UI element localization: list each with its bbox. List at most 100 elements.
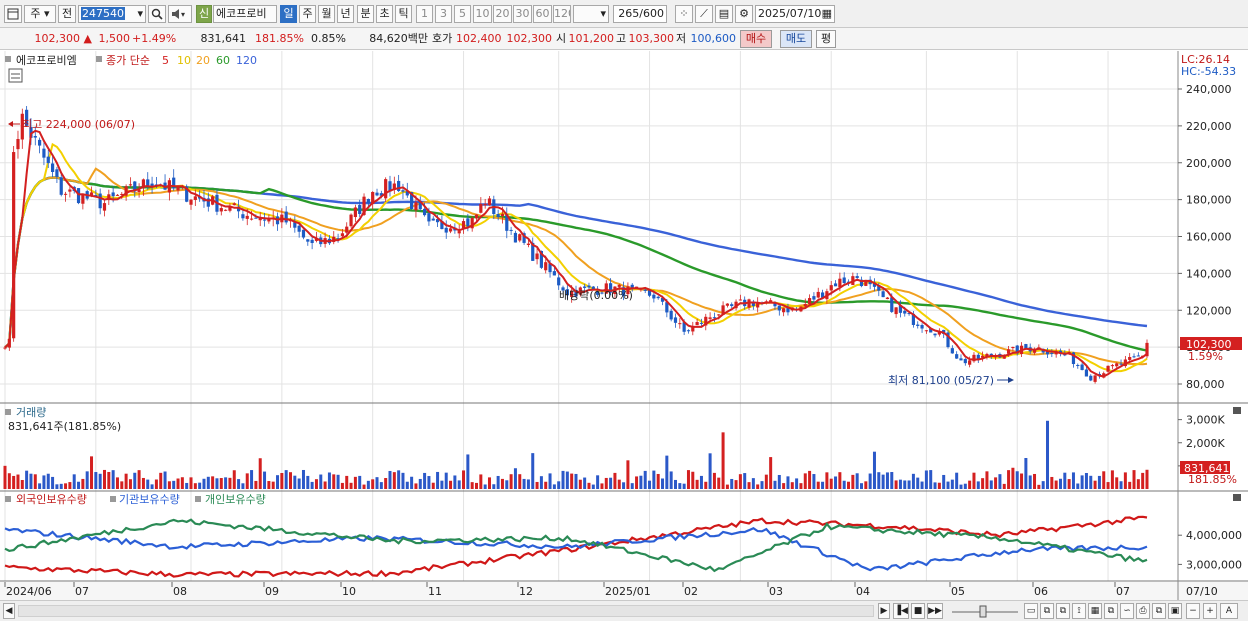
- ma5-legend: 5: [162, 54, 169, 67]
- interval-button-10[interactable]: 10: [473, 5, 492, 23]
- stock-name-field[interactable]: 에코프로비: [213, 5, 277, 23]
- price-axis-tick: 200,000: [1186, 157, 1232, 170]
- period-tab-tick[interactable]: 틱: [395, 5, 412, 23]
- chart-tools-icon[interactable]: ⁘: [675, 5, 693, 23]
- volume-bar: [972, 472, 976, 489]
- panel-close-icon[interactable]: [1233, 494, 1241, 501]
- calendar-icon[interactable]: ▦: [821, 7, 832, 20]
- zoom-out-icon[interactable]: −: [1186, 603, 1200, 619]
- interval-select[interactable]: ▾: [573, 5, 609, 23]
- period-tab-day[interactable]: 일: [280, 5, 297, 23]
- data-count-input[interactable]: 265/600: [613, 5, 667, 23]
- split-view-icon[interactable]: ▭: [1024, 603, 1038, 619]
- panel-handle-icon[interactable]: [5, 409, 11, 415]
- link-icon[interactable]: ∽: [1120, 603, 1134, 619]
- draw-line-icon[interactable]: ⟋: [695, 5, 713, 23]
- candle-body: [704, 316, 708, 326]
- volume-bar: [189, 477, 193, 489]
- settings-gear-icon[interactable]: ⚙: [735, 5, 753, 23]
- zoom-slider[interactable]: [950, 604, 1020, 618]
- credit-badge[interactable]: 신: [196, 5, 212, 23]
- date-value: 2025/07/10: [758, 7, 822, 20]
- compare-icon[interactable]: ⧉: [1104, 603, 1118, 619]
- overlay-icon[interactable]: ⧉: [1056, 603, 1070, 619]
- prev-button[interactable]: 전: [58, 5, 76, 23]
- scroll-left-icon[interactable]: ◀: [3, 603, 15, 619]
- candle-body: [470, 218, 474, 229]
- panel-handle-icon[interactable]: [5, 56, 11, 62]
- copy-view-icon[interactable]: ⧉: [1040, 603, 1054, 619]
- search-icon[interactable]: [148, 5, 166, 23]
- play-icon[interactable]: ▶▶: [927, 603, 943, 619]
- save-icon[interactable]: ▤: [715, 5, 733, 23]
- high-label: 고: [616, 32, 627, 45]
- auto-scale-icon[interactable]: A: [1220, 603, 1238, 619]
- period-tab-year[interactable]: 년: [337, 5, 354, 23]
- interval-button-30[interactable]: 30: [513, 5, 532, 23]
- stock-code-input[interactable]: 247540 ▾: [78, 5, 146, 23]
- panel-handle-icon[interactable]: [195, 496, 201, 502]
- candle-body: [193, 196, 197, 200]
- panel-handle-icon[interactable]: [110, 496, 116, 502]
- crosshair-icon[interactable]: ⟟: [1072, 603, 1086, 619]
- candle-body: [410, 192, 414, 209]
- volume-bar: [449, 480, 453, 489]
- interval-button-120[interactable]: 120: [553, 5, 571, 23]
- period-tab-second[interactable]: 초: [376, 5, 393, 23]
- interval-button-1[interactable]: 1: [416, 5, 433, 23]
- volume-bar: [59, 483, 63, 489]
- volume-bar: [120, 481, 124, 489]
- screen-icon[interactable]: ▣: [1168, 603, 1182, 619]
- print-icon[interactable]: ⎙: [1136, 603, 1150, 619]
- chart-canvas[interactable]: 에코프로비엠 종가 단순 5 10 20 60 120 LC:26.14 HC:…: [0, 51, 1248, 600]
- candle-body: [435, 219, 440, 223]
- interval-button-20[interactable]: 20: [493, 5, 512, 23]
- date-input[interactable]: 2025/07/10 ▦: [755, 5, 835, 23]
- period-tab-week[interactable]: 주: [299, 5, 316, 23]
- stock-chart[interactable]: 에코프로비엠 종가 단순 5 10 20 60 120 LC:26.14 HC:…: [0, 51, 1248, 600]
- interval-button-5[interactable]: 5: [454, 5, 471, 23]
- volume-bar: [678, 483, 682, 489]
- period-tab-minute[interactable]: 분: [357, 5, 374, 23]
- evaluation-button[interactable]: 평: [816, 30, 836, 48]
- zoom-in-icon[interactable]: +: [1203, 603, 1217, 619]
- candle-body: [46, 156, 50, 164]
- volume-bar: [535, 481, 539, 489]
- go-first-icon[interactable]: ▐◀: [893, 603, 909, 619]
- interval-button-3[interactable]: 3: [435, 5, 452, 23]
- volume-bar: [747, 482, 751, 489]
- volume-bar: [375, 477, 379, 489]
- bottom-scroll-bar: ◀ ▶ ▐◀ ■ ▶▶ ▭ ⧉ ⧉ ⟟ ▦ ⧉ ∽ ⎙ ⧉ ▣ − + A: [0, 600, 1248, 621]
- market-type-select[interactable]: 주 ▾: [24, 5, 56, 23]
- volume-bar: [1136, 479, 1140, 489]
- period-tab-month[interactable]: 월: [318, 5, 335, 23]
- grid-icon[interactable]: ▦: [1088, 603, 1102, 619]
- candle-body: [258, 218, 262, 221]
- candle-body: [249, 218, 254, 220]
- panel-handle-icon[interactable]: [96, 56, 102, 62]
- horizontal-scrollbar[interactable]: [18, 605, 874, 617]
- candle-body: [531, 242, 535, 261]
- volume-bar: [46, 473, 50, 489]
- chevron-down-icon[interactable]: ▾: [137, 7, 143, 20]
- volume-bar: [725, 484, 729, 489]
- sound-icon[interactable]: ▾: [168, 5, 192, 23]
- volume-bar: [730, 478, 734, 489]
- calculator-icon[interactable]: [8, 68, 23, 83]
- buy-button[interactable]: 매수: [740, 30, 772, 48]
- volume-bar: [271, 481, 275, 489]
- sell-button[interactable]: 매도: [780, 30, 812, 48]
- stop-icon[interactable]: ■: [911, 603, 925, 619]
- export-icon[interactable]: ⧉: [1152, 603, 1166, 619]
- price-panel-legend: 에코프로비엠 종가 단순 5 10 20 60 120: [5, 54, 257, 83]
- panel-close-icon[interactable]: [1233, 407, 1241, 414]
- layout-icon[interactable]: [4, 5, 22, 23]
- panel-handle-icon[interactable]: [5, 496, 11, 502]
- volume-bar: [180, 477, 184, 489]
- candle-body: [522, 233, 526, 243]
- scroll-right-icon[interactable]: ▶: [878, 603, 890, 619]
- candle-body: [721, 305, 725, 315]
- interval-button-60[interactable]: 60: [533, 5, 552, 23]
- volume-bar: [786, 476, 790, 489]
- market-type-label: 주: [30, 7, 41, 20]
